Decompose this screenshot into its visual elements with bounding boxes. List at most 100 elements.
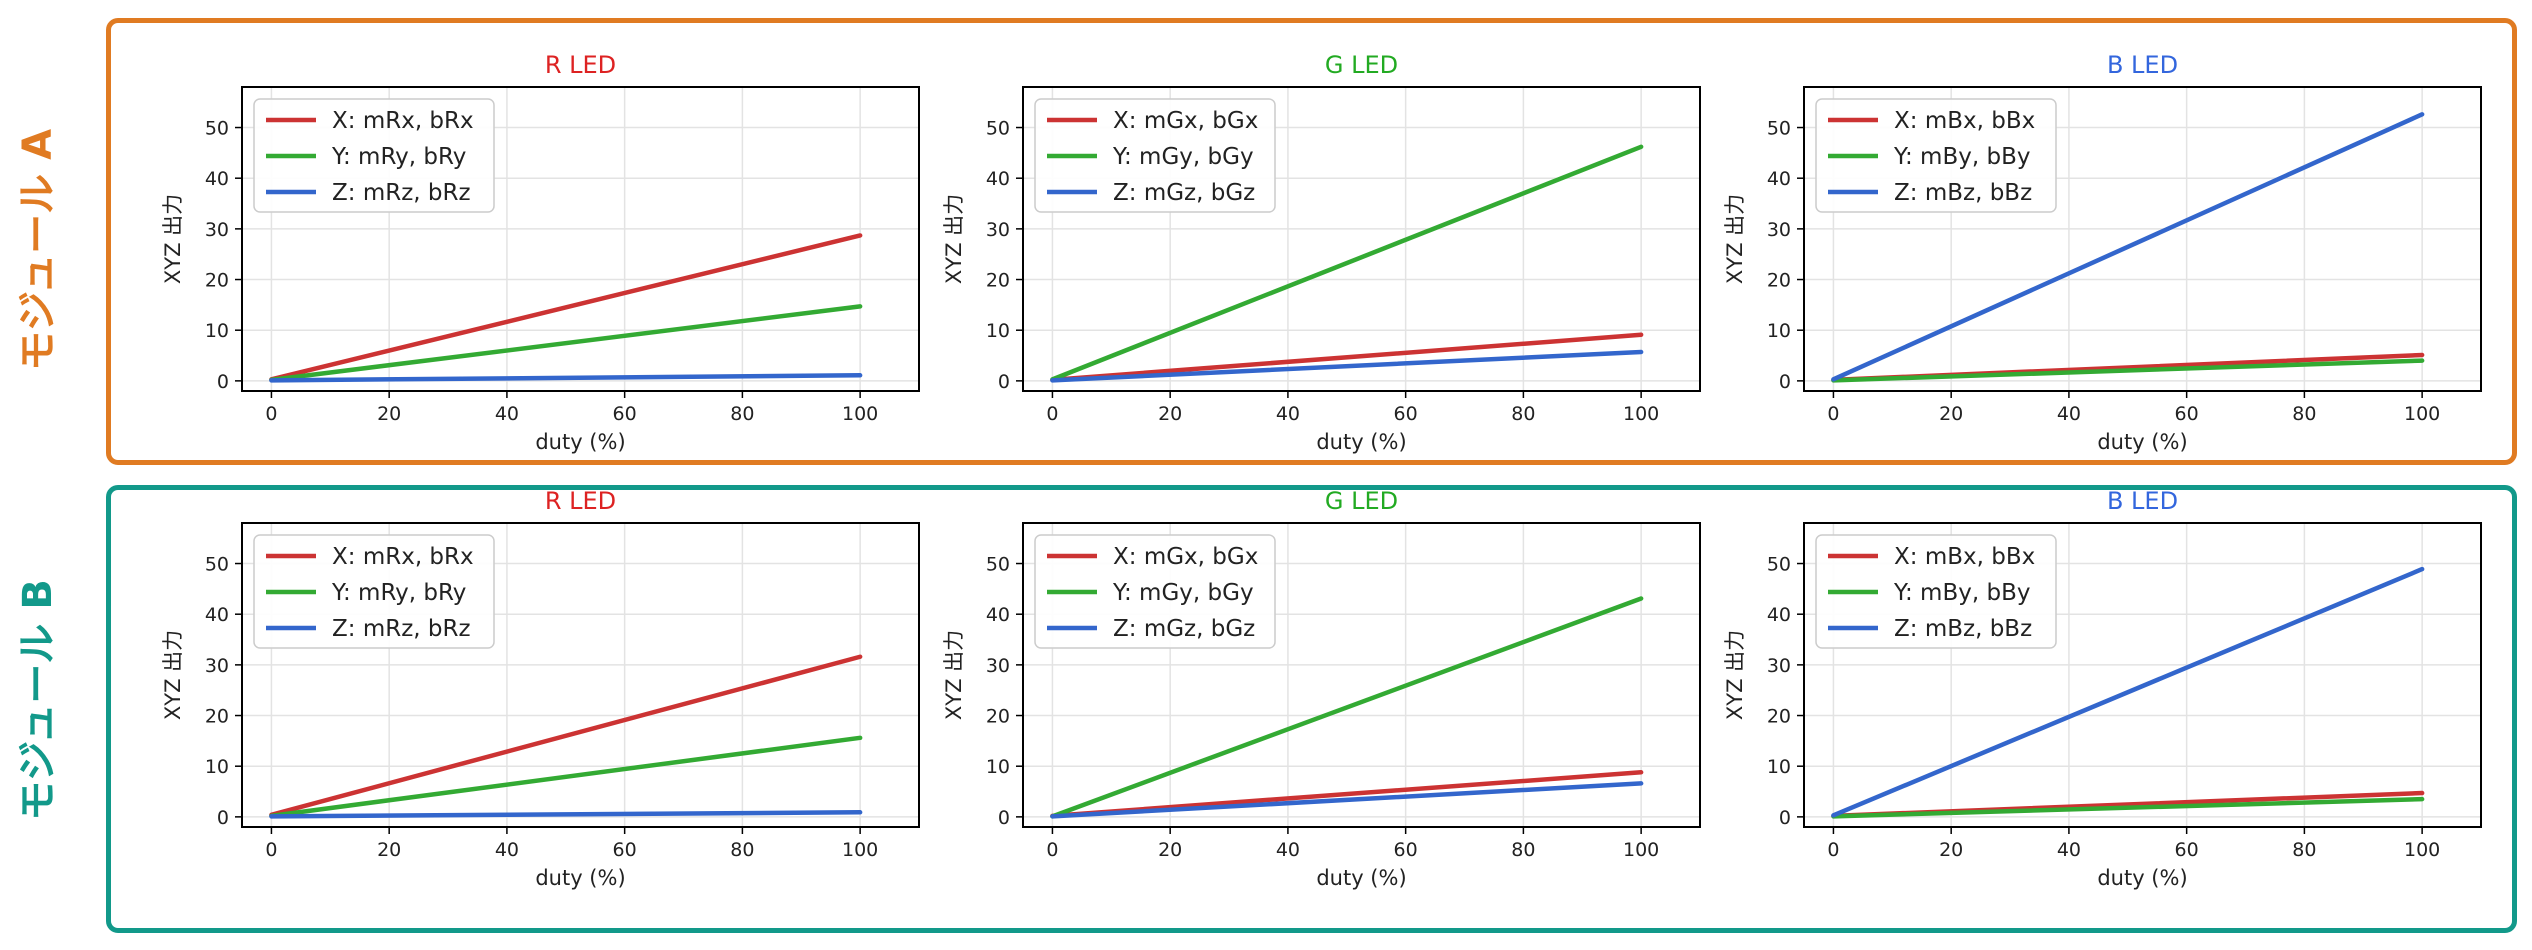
y-axis-label: XYZ 出力 — [1723, 194, 1747, 284]
y-tick-label: 40 — [205, 168, 229, 190]
chart-title: B LED — [2107, 487, 2178, 515]
series-line — [1831, 566, 2425, 818]
x-tick-label: 60 — [1394, 403, 1418, 425]
x-tick-label: 20 — [377, 403, 401, 425]
x-tick-label: 20 — [1939, 403, 1963, 425]
y-tick-label: 0 — [217, 371, 229, 393]
y-tick-label: 40 — [986, 604, 1010, 626]
legend-label: Z: mBz, bBz — [1894, 180, 2032, 206]
chart-title: G LED — [1325, 51, 1398, 79]
y-axis-label: XYZ 出力 — [942, 194, 966, 284]
x-tick-label: 60 — [613, 403, 637, 425]
y-tick-label: 10 — [986, 756, 1010, 778]
y-axis-label: XYZ 出力 — [161, 630, 185, 720]
legend-label: X: mBx, bBx — [1894, 544, 2035, 570]
series-line — [1050, 781, 1644, 819]
legend-label: Y: mGy, bGy — [1112, 144, 1254, 170]
legend-box — [1815, 98, 2057, 213]
x-tick-label: 80 — [1511, 403, 1535, 425]
chart-title: B LED — [2107, 51, 2178, 79]
x-tick-label: 40 — [495, 403, 519, 425]
legend-label: X: mRx, bRx — [332, 544, 474, 570]
legend-label: Y: mGy, bGy — [1112, 580, 1254, 606]
x-axis-label: duty (%) — [1316, 866, 1406, 890]
chart-panel: 0 20 40 60 80 100 0 10 20 30 40 50 R LED duty (%) XYZ … — [161, 487, 920, 890]
module-b-frame — [106, 485, 2517, 933]
chart-title: G LED — [1325, 487, 1398, 515]
x-tick-label: 20 — [1939, 839, 1963, 861]
chart-panel: 0 20 40 60 80 100 0 10 20 30 40 50 G LED duty (%) XYZ … — [942, 487, 1701, 890]
x-tick-label: 60 — [2175, 839, 2199, 861]
x-tick-label: 60 — [613, 839, 637, 861]
legend-box — [1034, 98, 1276, 213]
x-tick-label: 100 — [1623, 403, 1659, 425]
x-tick-label: 0 — [1827, 403, 1839, 425]
y-tick-label: 20 — [205, 270, 229, 292]
x-tick-label: 60 — [2175, 403, 2199, 425]
x-tick-label: 100 — [842, 839, 878, 861]
y-tick-label: 20 — [986, 270, 1010, 292]
series-line — [269, 735, 863, 819]
y-tick-label: 10 — [986, 320, 1010, 342]
x-tick-label: 40 — [2057, 403, 2081, 425]
legend-box — [253, 534, 495, 649]
x-axis-label: duty (%) — [535, 866, 625, 890]
chart-panel: 0 20 40 60 80 100 0 10 20 30 40 50 R LED duty (%) XYZ … — [161, 51, 920, 454]
x-tick-label: 100 — [1623, 839, 1659, 861]
legend-label: Z: mRz, bRz — [332, 616, 471, 642]
plot-frame — [1022, 86, 1701, 392]
x-tick-label: 80 — [730, 403, 754, 425]
y-tick-label: 20 — [1767, 270, 1791, 292]
y-tick-label: 50 — [205, 554, 229, 576]
legend-box — [1815, 534, 2057, 649]
x-tick-label: 20 — [377, 839, 401, 861]
y-tick-label: 30 — [1767, 655, 1791, 677]
y-tick-label: 30 — [205, 655, 229, 677]
x-tick-label: 80 — [2292, 839, 2316, 861]
module-a-frame — [106, 18, 2517, 465]
y-axis-label: XYZ 出力 — [1723, 630, 1747, 720]
x-tick-label: 80 — [1511, 839, 1535, 861]
x-axis-label: duty (%) — [2097, 866, 2187, 890]
legend-label: X: mGx, bGx — [1113, 108, 1258, 134]
y-tick-label: 0 — [217, 807, 229, 829]
legend-box — [1034, 534, 1276, 649]
y-tick-label: 50 — [1767, 118, 1791, 140]
legend-label: Y: mBy, bBy — [1893, 580, 2030, 606]
y-tick-label: 40 — [205, 604, 229, 626]
y-tick-label: 0 — [998, 807, 1010, 829]
x-tick-label: 0 — [1827, 839, 1839, 861]
legend-label: Y: mRy, bRy — [331, 580, 466, 606]
y-axis-label: XYZ 出力 — [161, 194, 185, 284]
y-tick-label: 10 — [205, 320, 229, 342]
chart-title: R LED — [545, 487, 616, 515]
legend: X: mGx, bGx Y: mGy, bGy Z: mGz, bGz — [1034, 534, 1276, 649]
x-tick-label: 20 — [1158, 403, 1182, 425]
y-tick-label: 30 — [205, 219, 229, 241]
x-tick-label: 40 — [1276, 839, 1300, 861]
x-axis-label: duty (%) — [1316, 430, 1406, 454]
y-tick-label: 0 — [998, 371, 1010, 393]
x-tick-label: 0 — [265, 839, 277, 861]
chart-title: R LED — [545, 51, 616, 79]
y-tick-label: 50 — [205, 118, 229, 140]
plot-frame — [241, 522, 920, 828]
x-tick-label: 80 — [2292, 403, 2316, 425]
x-tick-label: 60 — [1394, 839, 1418, 861]
legend-box — [253, 98, 495, 213]
x-tick-label: 80 — [730, 839, 754, 861]
y-tick-label: 10 — [205, 756, 229, 778]
legend-label: Z: mGz, bGz — [1113, 180, 1255, 206]
series-line — [1050, 332, 1644, 383]
series-line — [269, 304, 863, 383]
y-tick-label: 50 — [1767, 554, 1791, 576]
legend: X: mGx, bGx Y: mGy, bGy Z: mGz, bGz — [1034, 98, 1276, 213]
y-tick-label: 40 — [986, 168, 1010, 190]
x-tick-label: 0 — [1046, 403, 1058, 425]
plot-frame — [241, 86, 920, 392]
legend-label: Z: mBz, bBz — [1894, 616, 2032, 642]
y-tick-label: 20 — [986, 706, 1010, 728]
series-line — [269, 373, 863, 383]
legend-label: X: mGx, bGx — [1113, 544, 1258, 570]
